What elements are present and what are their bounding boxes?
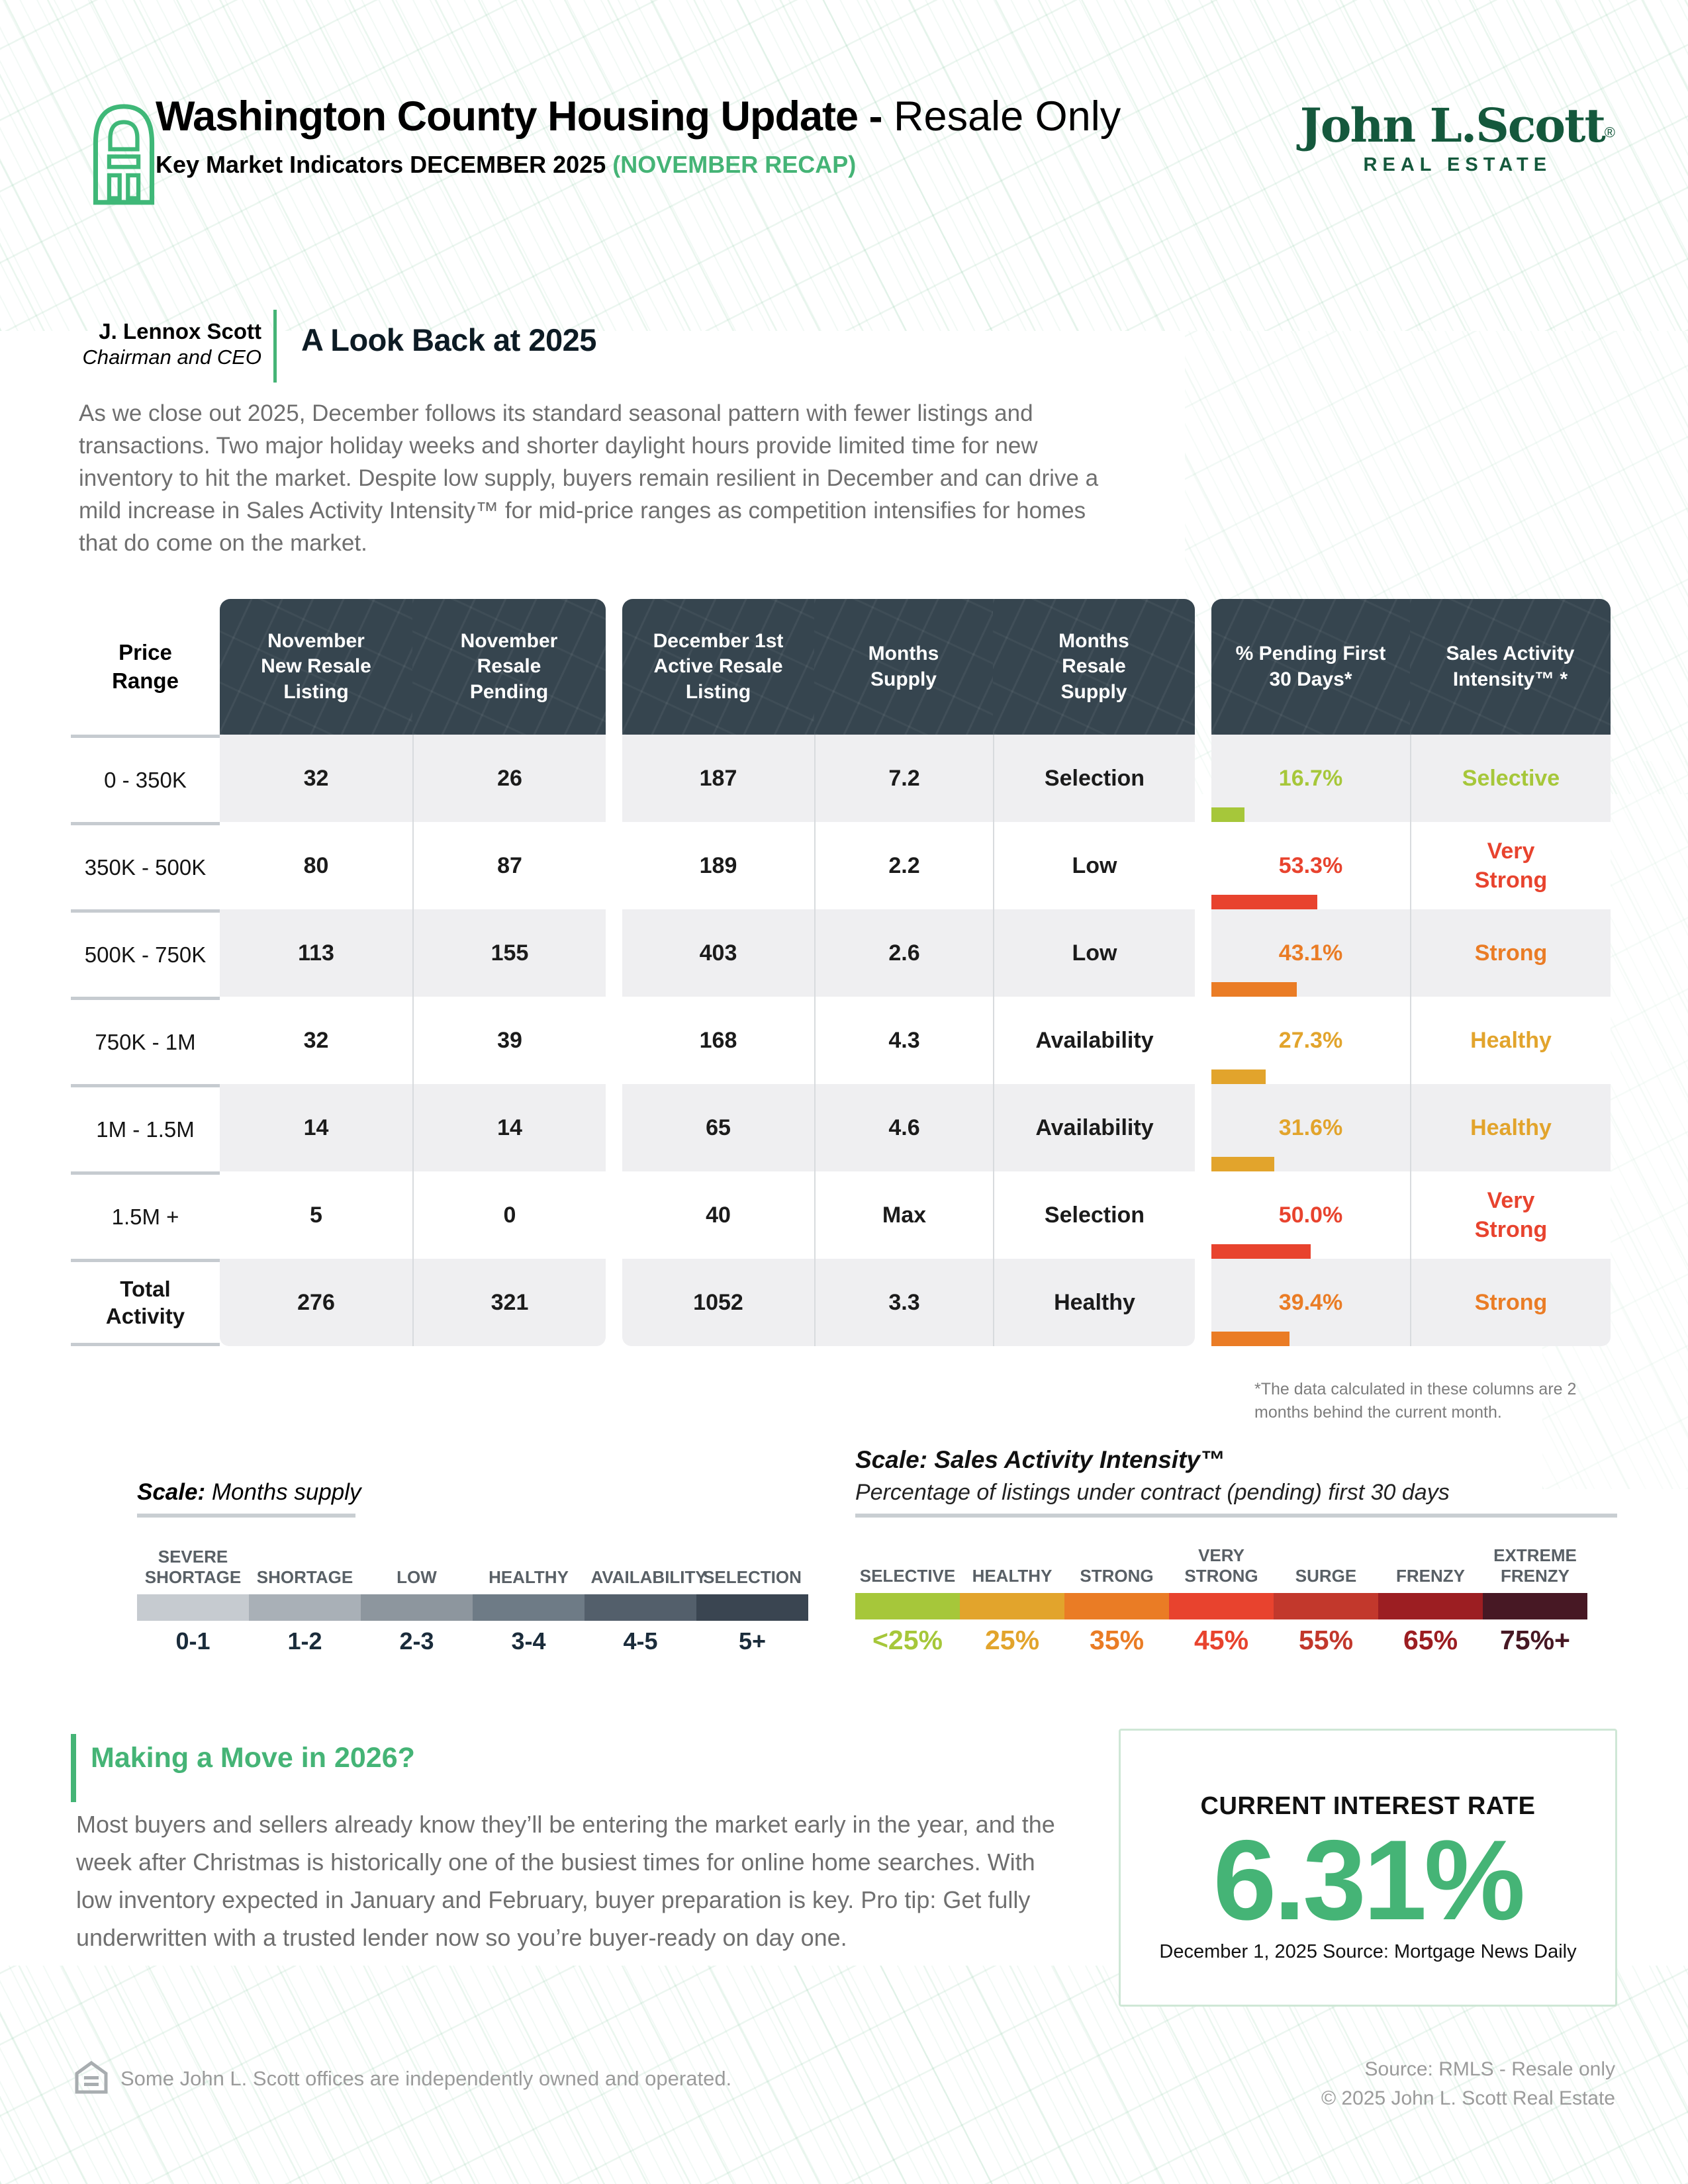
header-gap [1195,599,1211,735]
pct-pending-cell: 50.0% [1211,1171,1410,1259]
intensity-cell: Very Strong [1410,1171,1611,1259]
months-scale-title: Scale: Months supply [137,1479,361,1505]
green-divider [273,310,277,383]
title-block: Washington County Housing Update - Resal… [156,93,1121,179]
pct-pending-cell: 16.7% [1211,735,1410,822]
pct-pending-cell: 31.6% [1211,1084,1410,1171]
table-row: 350K - 500K 80 87 189 2.2 Low 53.3% Very… [71,822,1611,909]
header-gap [606,599,622,735]
author-title: Chairman and CEO [82,345,261,369]
move-2026-heading: Making a Move in 2026? [91,1742,415,1774]
col-header-resale-pending: November Resale Pending [412,599,606,735]
col-header-pct-pending: % Pending First 30 Days* [1211,599,1410,735]
section-heading: A Look Back at 2025 [301,322,596,357]
registered-mark: ® [1604,124,1615,141]
interest-rate-box: CURRENT INTEREST RATE 6.31% December 1, … [1119,1729,1617,2007]
underline [855,1514,1617,1518]
interest-rate-value: 6.31% [1213,1816,1526,1944]
pct-pending-cell: 39.4% [1211,1259,1410,1346]
table-row: 500K - 750K 113 155 403 2.6 Low 43.1% St… [71,909,1611,997]
section-body: As we close out 2025, December follows i… [79,400,1099,556]
interest-rate-caption: December 1, 2025 Source: Mortgage News D… [1159,1941,1577,1963]
col-header-new-resale-listing: November New Resale Listing [220,599,412,735]
intensity-cell: Very Strong [1410,822,1611,909]
months-supply-scale: Scale: Months supply SEVERE SHORTAGE 0-1 … [137,1479,808,1655]
pct-pending-cell: 27.3% [1211,997,1410,1084]
intensity-cell: Selective [1410,735,1611,822]
page-subtitle: Key Market Indicators DECEMBER 2025 (NOV… [156,151,857,178]
intensity-scale-bar: SELECTIVE <25% HEALTHY 25% STRONG 35% VERY … [855,1535,1587,1656]
intensity-cell: Strong [1410,909,1611,997]
col-header-price-range: Price Range [112,639,179,693]
table-row: 0 - 350K 32 26 187 7.2 Selection 16.7% S… [71,735,1611,822]
table-header-row: Price Range November New Resale Listing … [71,599,1611,735]
col-header-months-resale-supply: Months Resale Supply [993,599,1195,735]
footer-source: Source: RMLS - Resale only © 2025 John L… [1321,2055,1615,2113]
footer-source-line: Source: RMLS - Resale only [1364,2058,1616,2080]
logo-subtitle: REAL ESTATE [1363,154,1552,175]
intensity-scale-title: Scale: Sales Activity Intensity™ [855,1446,1225,1473]
move-2026-body: Most buyers and sellers already know the… [76,1811,1055,1951]
pct-pending-cell: 43.1% [1211,909,1410,997]
green-accent-bar [71,1734,76,1802]
author-name: J. Lennox Scott [99,319,261,343]
interest-rate-title: CURRENT INTEREST RATE [1200,1792,1536,1820]
intensity-cell: Healthy [1410,997,1611,1084]
col-header-active-resale-listing: December 1st Active Resale Listing [622,599,814,735]
intensity-cell: Healthy [1410,1084,1611,1171]
col-header-months-supply: Months Supply [814,599,993,735]
pct-bar [1211,1157,1274,1171]
pct-bar [1211,1069,1266,1084]
market-indicators-table: Price Range November New Resale Listing … [71,599,1611,1346]
pct-bar [1211,1244,1311,1259]
pct-bar [1211,982,1297,997]
months-scale-bar: SEVERE SHORTAGE 0-1 SHORTAGE 1-2 LOW 2-3 HE… [137,1536,808,1655]
intensity-cell: Strong [1410,1259,1611,1346]
john-l-scott-logo: John L.Scott® REAL ESTATE [1300,98,1615,176]
table-row: 1M - 1.5M 14 14 65 4.6 Availability 31.6… [71,1084,1611,1171]
door-icon [89,98,158,211]
col-header-sales-activity-intensity: Sales Activity Intensity™ * [1410,599,1611,735]
underline [137,1514,355,1518]
sales-activity-intensity-scale: Scale: Sales Activity Intensity™ Percent… [855,1446,1617,1656]
table-row: 750K - 1M 32 39 168 4.3 Availability 27.… [71,997,1611,1084]
pct-bar [1211,1332,1290,1346]
intensity-scale-subtitle: Percentage of listings under contract (p… [855,1480,1450,1505]
footer-disclaimer: Some John L. Scott offices are independe… [120,2067,732,2090]
equal-housing-icon [74,2060,109,2098]
page-title: Washington County Housing Update - Resal… [156,93,1121,140]
pct-pending-cell: 53.3% [1211,822,1410,909]
author-block: J. Lennox Scott Chairman and CEO [71,319,261,369]
pct-bar [1211,807,1245,822]
logo-wordmark: John L.Scott [1299,98,1606,153]
pct-bar [1211,895,1317,909]
table-total-row: Total Activity 276 321 1052 3.3 Healthy … [71,1259,1611,1346]
table-footnote: *The data calculated in these columns ar… [1254,1380,1577,1422]
footer-copyright-line: © 2025 John L. Scott Real Estate [1321,2087,1615,2109]
table-row: 1.5M + 5 0 40 Max Selection 50.0% Very S… [71,1171,1611,1259]
